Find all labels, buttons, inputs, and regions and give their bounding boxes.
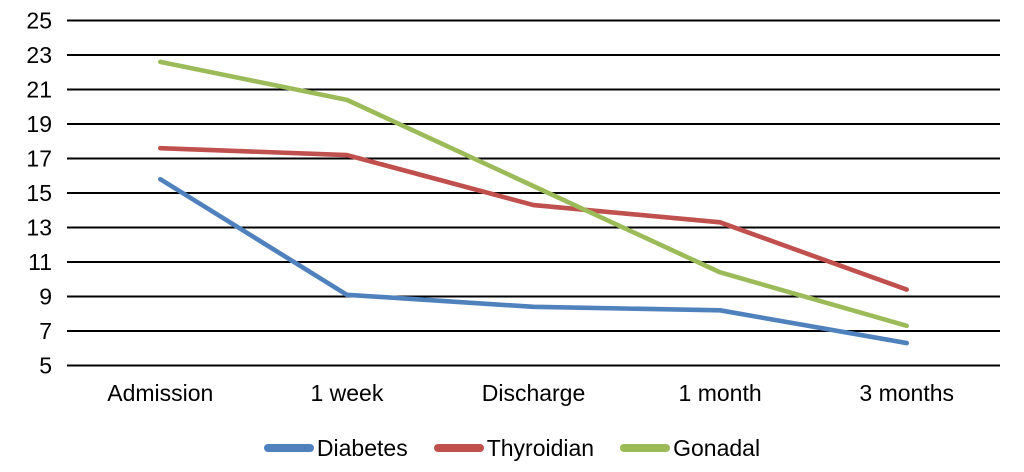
series-line-diabetes [158, 176, 910, 346]
legend-line-swatch [263, 444, 314, 452]
x-category-label: 1 month [679, 380, 762, 406]
legend-line-swatch [433, 444, 484, 452]
legend-label: Thyroidian [486, 434, 595, 461]
y-tick-label: 19 [26, 111, 52, 137]
legend-item-diabetes: Diabetes [263, 434, 408, 461]
x-category-label: Admission [107, 380, 213, 406]
x-category-label: 1 week [310, 380, 383, 406]
y-tick-label: 5 [39, 353, 52, 379]
series-line-gonadal [158, 59, 910, 329]
y-tick-label: 21 [26, 77, 52, 103]
y-tick-label: 13 [26, 215, 52, 241]
legend-label: Diabetes [316, 434, 408, 461]
legend-label: Gonadal [673, 434, 761, 461]
y-tick-label: 17 [26, 146, 52, 172]
x-category-label: Discharge [482, 380, 586, 406]
y-tick-label: 15 [26, 180, 52, 206]
legend-item-gonadal: Gonadal [620, 434, 761, 461]
legend-line-swatch [620, 444, 671, 452]
y-tick-label: 9 [39, 284, 52, 310]
y-tick-label: 23 [26, 42, 52, 68]
x-category-label: 3 months [859, 380, 954, 406]
y-tick-label: 7 [39, 318, 52, 344]
chart-legend: Diabetes Thyroidian Gonadal [0, 431, 1024, 465]
legend-item-thyroidian: Thyroidian [433, 434, 595, 461]
series-line-thyroidian [158, 145, 910, 292]
y-tick-label: 11 [28, 249, 52, 275]
y-tick-label: 25 [26, 8, 52, 34]
